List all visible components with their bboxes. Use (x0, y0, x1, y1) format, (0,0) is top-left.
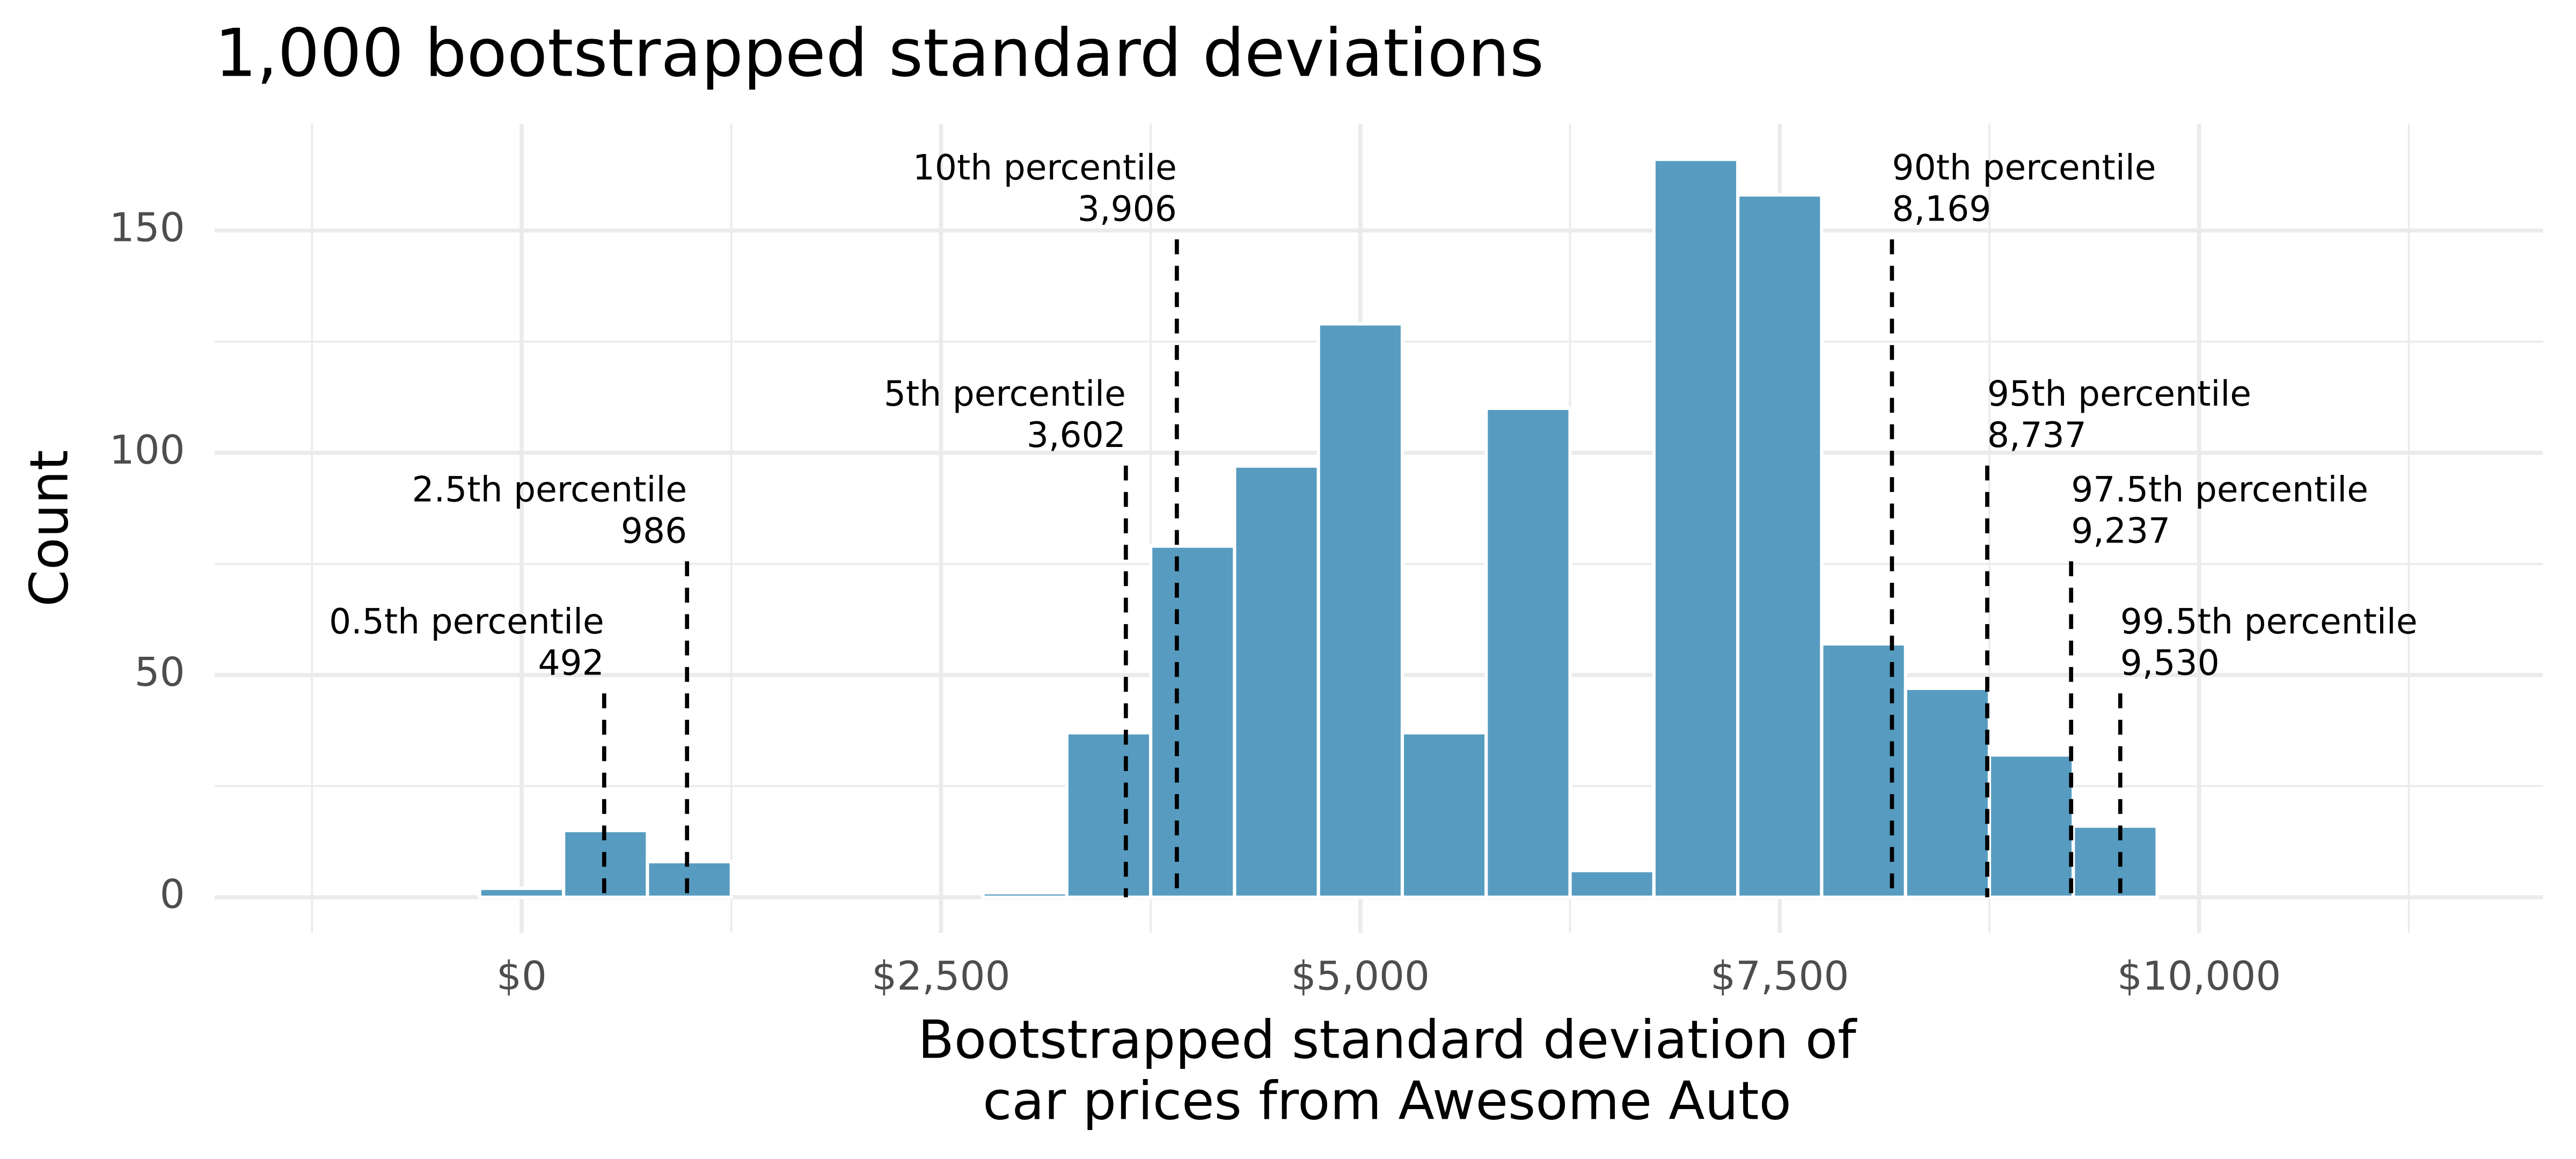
bar (1484, 406, 1572, 899)
bar (1736, 193, 1824, 899)
chart-title: 1,000 bootstrapped standard deviations (215, 15, 1544, 92)
bar (1316, 322, 1404, 899)
y-tick-label: 100 (109, 427, 185, 473)
annotation-label: 95th percentile (1987, 374, 2251, 414)
bar (1987, 753, 2075, 899)
annotation-label: 0.5th percentile (329, 602, 604, 642)
bar (1904, 686, 1992, 899)
annotation-label: 10th percentile (913, 148, 1177, 188)
bar (1065, 731, 1153, 899)
annotation-value: 8,169 (1892, 189, 1991, 229)
bar (1652, 157, 1740, 899)
bar (646, 860, 733, 899)
annotation-value: 3,602 (1027, 415, 1126, 456)
annotation-label: 2.5th percentile (412, 470, 687, 510)
x-tick-label: $10,000 (2117, 953, 2281, 1000)
annotation-label: 97.5th percentile (2071, 470, 2368, 510)
bar (1233, 464, 1320, 899)
annotation-value: 9,530 (2120, 643, 2220, 684)
y-tick-label: 150 (109, 205, 185, 251)
bar (478, 886, 566, 899)
bar (2072, 824, 2159, 899)
annotation-value: 492 (538, 643, 604, 684)
bar (981, 891, 1069, 899)
x-axis-label: Bootstrapped standard deviation of (918, 1009, 1857, 1070)
annotation-value: 3,906 (1078, 189, 1177, 229)
annotation-value: 8,737 (1987, 415, 2087, 456)
x-tick-label: $2,500 (872, 953, 1010, 1000)
x-tick-label: $7,500 (1710, 953, 1849, 1000)
x-tick-label: $0 (496, 953, 547, 1000)
y-tick-label: 0 (160, 871, 185, 918)
annotation-label: 99.5th percentile (2120, 602, 2418, 642)
annotation-label: 5th percentile (884, 374, 1126, 414)
x-tick-label: $5,000 (1291, 953, 1430, 1000)
annotation-value: 986 (621, 511, 687, 551)
bar (1149, 544, 1236, 899)
y-axis-label: Count (19, 450, 80, 606)
annotation-label: 90th percentile (1892, 148, 2156, 188)
annotation-value: 9,237 (2071, 511, 2170, 551)
y-tick-label: 50 (135, 649, 185, 695)
bar (1568, 869, 1656, 899)
x-axis-label: car prices from Awesome Auto (983, 1070, 1791, 1132)
bar (1400, 731, 1488, 899)
